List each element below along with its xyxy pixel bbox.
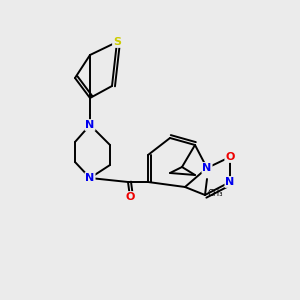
Text: N: N [202,163,211,173]
Text: O: O [125,192,135,202]
Text: S: S [113,37,121,47]
Text: N: N [225,177,235,187]
Text: N: N [85,120,94,130]
Text: O: O [225,152,235,162]
Text: CH₃: CH₃ [208,189,224,198]
Text: N: N [85,173,94,183]
